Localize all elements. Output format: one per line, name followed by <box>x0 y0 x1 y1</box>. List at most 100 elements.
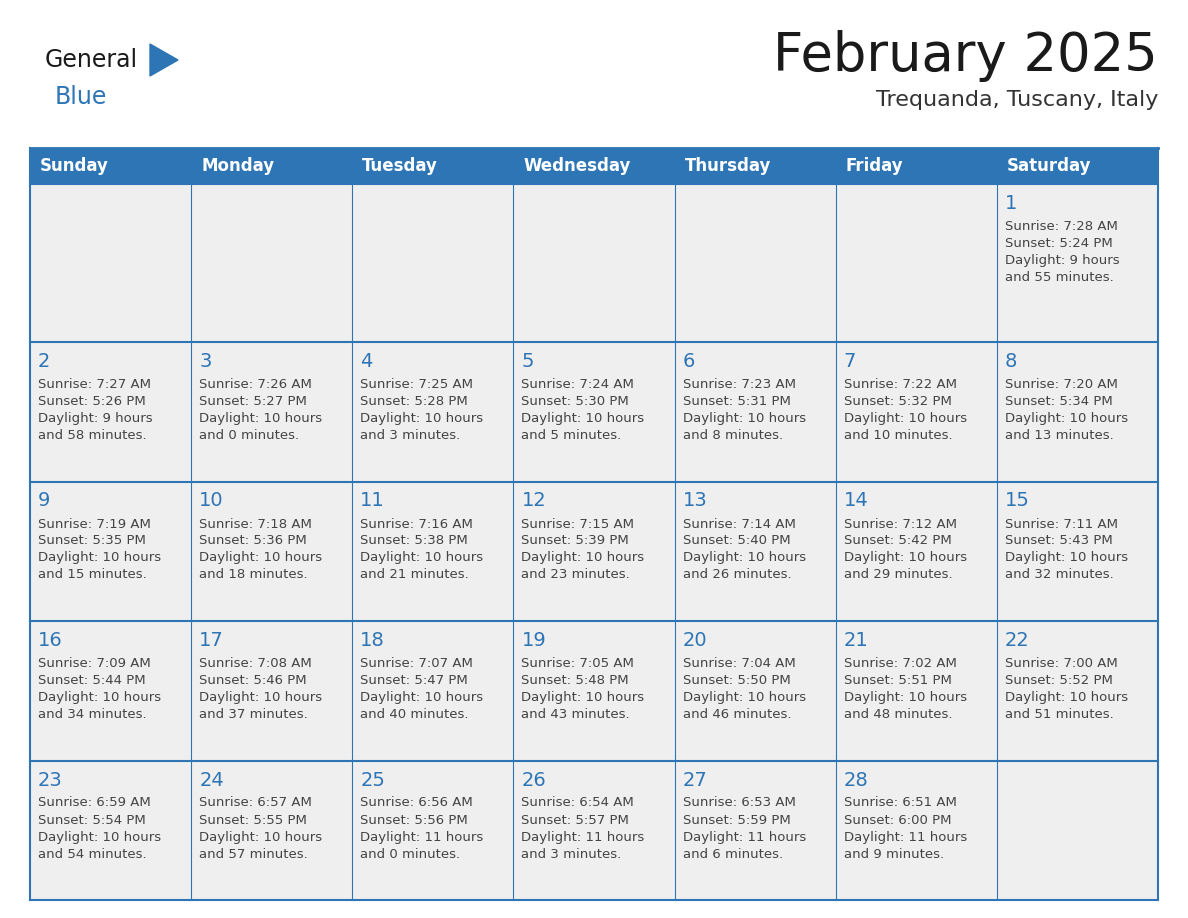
Bar <box>353 342 513 482</box>
Text: 15: 15 <box>1005 491 1030 510</box>
Text: Sunrise: 7:12 AM: Sunrise: 7:12 AM <box>843 518 956 531</box>
Text: Sunrise: 7:00 AM: Sunrise: 7:00 AM <box>1005 657 1118 670</box>
Bar <box>835 621 997 760</box>
Text: Sunset: 5:52 PM: Sunset: 5:52 PM <box>1005 674 1113 687</box>
Text: Sunrise: 7:14 AM: Sunrise: 7:14 AM <box>683 518 796 531</box>
Bar <box>997 760 1158 900</box>
Text: Sunrise: 7:19 AM: Sunrise: 7:19 AM <box>38 518 151 531</box>
Text: 23: 23 <box>38 770 63 789</box>
Text: Daylight: 10 hours: Daylight: 10 hours <box>360 412 484 425</box>
Bar <box>997 342 1158 482</box>
Text: Sunset: 6:00 PM: Sunset: 6:00 PM <box>843 813 952 826</box>
Text: Daylight: 11 hours: Daylight: 11 hours <box>360 831 484 844</box>
Text: Sunrise: 7:20 AM: Sunrise: 7:20 AM <box>1005 378 1118 391</box>
Bar <box>353 760 513 900</box>
Text: Daylight: 10 hours: Daylight: 10 hours <box>200 552 322 565</box>
Text: Sunrise: 7:04 AM: Sunrise: 7:04 AM <box>683 657 795 670</box>
Text: and 40 minutes.: and 40 minutes. <box>360 708 469 721</box>
Text: 6: 6 <box>683 352 695 371</box>
Text: Sunset: 5:32 PM: Sunset: 5:32 PM <box>843 395 952 408</box>
Text: Monday: Monday <box>201 157 274 175</box>
Bar <box>835 148 997 184</box>
Text: and 43 minutes.: and 43 minutes. <box>522 708 630 721</box>
Text: and 58 minutes.: and 58 minutes. <box>38 429 146 442</box>
Text: Sunset: 5:26 PM: Sunset: 5:26 PM <box>38 395 146 408</box>
Bar <box>675 148 835 184</box>
Text: Sunrise: 7:09 AM: Sunrise: 7:09 AM <box>38 657 151 670</box>
Text: Daylight: 10 hours: Daylight: 10 hours <box>200 412 322 425</box>
Text: Sunrise: 6:59 AM: Sunrise: 6:59 AM <box>38 797 151 810</box>
Text: 7: 7 <box>843 352 857 371</box>
Text: Sunset: 5:38 PM: Sunset: 5:38 PM <box>360 534 468 547</box>
Bar <box>191 184 353 342</box>
Text: Sunrise: 7:22 AM: Sunrise: 7:22 AM <box>843 378 956 391</box>
Text: Daylight: 10 hours: Daylight: 10 hours <box>522 552 645 565</box>
Text: and 46 minutes.: and 46 minutes. <box>683 708 791 721</box>
Text: 28: 28 <box>843 770 868 789</box>
Text: and 37 minutes.: and 37 minutes. <box>200 708 308 721</box>
Text: Wednesday: Wednesday <box>524 157 631 175</box>
Text: Daylight: 10 hours: Daylight: 10 hours <box>522 412 645 425</box>
Text: Daylight: 10 hours: Daylight: 10 hours <box>843 412 967 425</box>
Bar <box>997 482 1158 621</box>
Bar <box>675 621 835 760</box>
Text: Daylight: 9 hours: Daylight: 9 hours <box>38 412 152 425</box>
Text: Daylight: 10 hours: Daylight: 10 hours <box>522 691 645 704</box>
Text: and 32 minutes.: and 32 minutes. <box>1005 568 1113 581</box>
Text: Trequanda, Tuscany, Italy: Trequanda, Tuscany, Italy <box>876 90 1158 110</box>
Bar <box>30 148 191 184</box>
Text: and 13 minutes.: and 13 minutes. <box>1005 429 1113 442</box>
Text: Sunset: 5:39 PM: Sunset: 5:39 PM <box>522 534 630 547</box>
Bar <box>191 482 353 621</box>
Text: Daylight: 10 hours: Daylight: 10 hours <box>683 412 805 425</box>
Text: and 10 minutes.: and 10 minutes. <box>843 429 953 442</box>
Text: Sunset: 5:44 PM: Sunset: 5:44 PM <box>38 674 146 687</box>
Bar <box>835 342 997 482</box>
Bar <box>835 482 997 621</box>
Text: 8: 8 <box>1005 352 1017 371</box>
Text: 9: 9 <box>38 491 50 510</box>
Text: Sunrise: 7:25 AM: Sunrise: 7:25 AM <box>360 378 473 391</box>
Bar <box>675 342 835 482</box>
Bar <box>675 760 835 900</box>
Bar <box>835 760 997 900</box>
Text: 14: 14 <box>843 491 868 510</box>
Text: Sunset: 5:55 PM: Sunset: 5:55 PM <box>200 813 307 826</box>
Text: Sunrise: 6:56 AM: Sunrise: 6:56 AM <box>360 797 473 810</box>
Text: Sunrise: 7:08 AM: Sunrise: 7:08 AM <box>200 657 312 670</box>
Text: 26: 26 <box>522 770 546 789</box>
Text: Sunset: 5:54 PM: Sunset: 5:54 PM <box>38 813 146 826</box>
Text: 1: 1 <box>1005 194 1017 213</box>
Text: 11: 11 <box>360 491 385 510</box>
Text: and 51 minutes.: and 51 minutes. <box>1005 708 1113 721</box>
Text: and 21 minutes.: and 21 minutes. <box>360 568 469 581</box>
Text: and 55 minutes.: and 55 minutes. <box>1005 271 1113 284</box>
Text: Sunrise: 7:26 AM: Sunrise: 7:26 AM <box>200 378 312 391</box>
Text: Blue: Blue <box>55 85 107 109</box>
Text: Sunrise: 6:57 AM: Sunrise: 6:57 AM <box>200 797 312 810</box>
Text: Daylight: 10 hours: Daylight: 10 hours <box>1005 412 1127 425</box>
Bar <box>191 148 353 184</box>
Text: Sunrise: 7:27 AM: Sunrise: 7:27 AM <box>38 378 151 391</box>
Text: Sunset: 5:40 PM: Sunset: 5:40 PM <box>683 534 790 547</box>
Text: Sunset: 5:31 PM: Sunset: 5:31 PM <box>683 395 790 408</box>
Bar <box>997 148 1158 184</box>
Text: 10: 10 <box>200 491 223 510</box>
Text: Sunset: 5:36 PM: Sunset: 5:36 PM <box>200 534 307 547</box>
Text: Daylight: 10 hours: Daylight: 10 hours <box>360 691 484 704</box>
Text: and 18 minutes.: and 18 minutes. <box>200 568 308 581</box>
Text: and 15 minutes.: and 15 minutes. <box>38 568 147 581</box>
Bar <box>191 342 353 482</box>
Text: Sunrise: 7:05 AM: Sunrise: 7:05 AM <box>522 657 634 670</box>
Text: 22: 22 <box>1005 631 1030 650</box>
Bar <box>513 760 675 900</box>
Bar <box>513 482 675 621</box>
Bar <box>191 760 353 900</box>
Text: Friday: Friday <box>846 157 903 175</box>
Text: and 48 minutes.: and 48 minutes. <box>843 708 953 721</box>
Bar <box>997 621 1158 760</box>
Text: Sunrise: 7:11 AM: Sunrise: 7:11 AM <box>1005 518 1118 531</box>
Text: Sunset: 5:47 PM: Sunset: 5:47 PM <box>360 674 468 687</box>
Bar <box>513 621 675 760</box>
Text: General: General <box>45 48 138 72</box>
